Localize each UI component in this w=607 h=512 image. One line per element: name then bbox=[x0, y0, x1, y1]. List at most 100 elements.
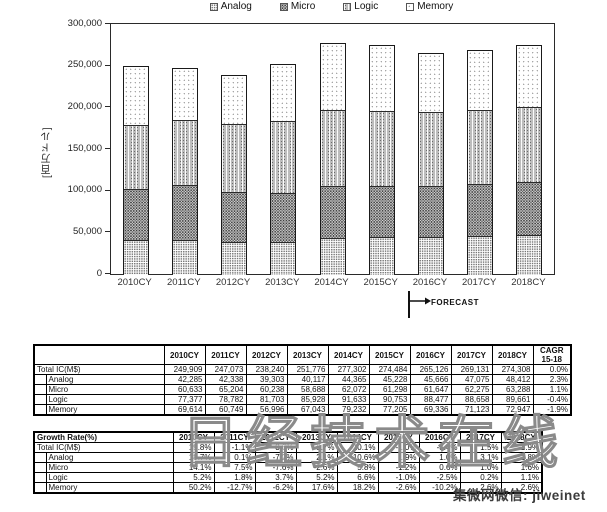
value-cell: 1.0% bbox=[459, 462, 502, 473]
bar-segment-logic bbox=[517, 107, 542, 182]
value-cell: 42,285 bbox=[163, 374, 206, 385]
value-cell: -1.0% bbox=[377, 442, 420, 453]
indent-cell bbox=[33, 472, 47, 483]
table-row: Total IC(M$) 19.8% -1.1% -3.6% 5.7% 10.1% -1.0… bbox=[33, 442, 543, 453]
value-cell: 1.9% bbox=[500, 442, 543, 453]
indent-cell bbox=[33, 374, 47, 385]
value-cell: 47,075 bbox=[450, 374, 493, 385]
table-row: Micro 14.1% 7.5% -7.6% -2.6% 5.8% -1.2% 0.6% 1.0… bbox=[33, 462, 543, 473]
column-header: 2011CY bbox=[213, 431, 256, 443]
column-header: 2017CY bbox=[450, 344, 493, 365]
value-cell: -3.4% bbox=[418, 442, 461, 453]
bar-segment-memory bbox=[320, 43, 345, 110]
row-label: Memory bbox=[45, 404, 165, 416]
value-cell: -3.6% bbox=[254, 442, 297, 453]
value-cell: 62,072 bbox=[327, 384, 370, 395]
row-label: Total IC(M$) bbox=[33, 364, 165, 375]
value-cell: 2.3% bbox=[532, 374, 572, 385]
value-cell: 1.6% bbox=[500, 462, 543, 473]
indent-cell bbox=[33, 394, 47, 405]
bar-segment-logic bbox=[418, 111, 443, 186]
bar-segment-logic bbox=[369, 110, 394, 187]
column-header: 2016CY bbox=[418, 431, 461, 443]
y-tick-mark bbox=[105, 148, 110, 149]
forecast-arrow-icon bbox=[408, 291, 431, 318]
value-cell: 60,238 bbox=[245, 384, 288, 395]
bar-segment-micro bbox=[271, 192, 296, 242]
value-cell: 10.6% bbox=[336, 452, 379, 463]
bar-segment-analog bbox=[517, 234, 542, 275]
value-cell: 42,338 bbox=[204, 374, 247, 385]
bottom-right-watermark: 集微网微信: jiweinet bbox=[453, 488, 586, 503]
table-row: Logic 77,377 78,782 81,703 85,928 91,633 90,75… bbox=[33, 394, 572, 405]
growth-rate-table: Growth Rate(%) 2010CY 2011CY 2012CY 2013CY 20… bbox=[33, 431, 543, 494]
column-header: CAGR 15-18 bbox=[532, 344, 572, 365]
value-cell: 6.6% bbox=[336, 472, 379, 483]
y-tick-mark bbox=[105, 231, 110, 233]
value-cell: 14.1% bbox=[172, 462, 215, 473]
value-cell: 1.8% bbox=[213, 472, 256, 483]
value-cell: 79,232 bbox=[327, 404, 370, 416]
stacked-bar bbox=[270, 64, 297, 275]
y-tick-label: 150,000 bbox=[67, 142, 102, 154]
legend-item-memory: Memory bbox=[406, 1, 453, 12]
value-cell: 60,633 bbox=[163, 384, 206, 395]
logic-swatch-icon bbox=[343, 2, 352, 11]
bar-segment-logic bbox=[222, 123, 247, 193]
bar-segment-logic bbox=[123, 124, 148, 190]
column-header: 2016CY bbox=[409, 344, 452, 365]
value-cell: 90,753 bbox=[368, 394, 411, 405]
value-cell: -12.7% bbox=[213, 482, 256, 494]
value-cell: -0.4% bbox=[532, 394, 572, 405]
column-header: 2017CY bbox=[459, 431, 502, 443]
legend-item-logic: Logic bbox=[343, 1, 378, 12]
value-cell: 0.0% bbox=[532, 364, 572, 375]
value-cell: -2.5% bbox=[418, 472, 461, 483]
legend-label: Memory bbox=[417, 1, 454, 12]
table-title-cell bbox=[33, 344, 165, 365]
bar-segment-analog bbox=[369, 237, 394, 275]
row-label: Logic bbox=[45, 472, 174, 483]
table-row: Memory 69,614 60,749 56,996 67,043 79,232 77,2… bbox=[33, 404, 572, 416]
bar-segment-logic bbox=[468, 110, 493, 184]
stacked-bar bbox=[221, 75, 248, 275]
y-tick-mark bbox=[105, 23, 110, 24]
indent-cell bbox=[33, 452, 47, 463]
value-cell: 67,043 bbox=[286, 404, 329, 416]
row-label: Logic bbox=[45, 394, 165, 405]
forecast-label: FORECAST bbox=[431, 298, 479, 307]
value-cell: 17.6% bbox=[295, 482, 338, 494]
value-cell: 1.9% bbox=[377, 452, 420, 463]
bar-segment-memory bbox=[418, 54, 443, 112]
x-tick-label: 2010CY bbox=[117, 277, 152, 288]
legend-label: Micro bbox=[290, 1, 316, 12]
stacked-bar bbox=[417, 53, 444, 275]
value-cell: 274,308 bbox=[491, 364, 534, 375]
table-row: Total IC(M$) 249,909 247,073 238,240 251,776… bbox=[33, 364, 572, 375]
bar-segment-analog bbox=[222, 242, 247, 275]
stacked-bar bbox=[368, 45, 395, 275]
value-cell: 274,484 bbox=[368, 364, 411, 375]
y-tick-mark bbox=[105, 64, 110, 66]
column-header: 2013CY bbox=[295, 431, 338, 443]
x-tick-label: 2017CY bbox=[461, 277, 497, 288]
bar-segment-analog bbox=[468, 235, 493, 275]
value-cell: 0.1% bbox=[213, 452, 256, 463]
value-cell: 88,477 bbox=[409, 394, 452, 405]
value-cell: 77,377 bbox=[163, 394, 206, 405]
indent-cell bbox=[33, 384, 47, 395]
legend-item-micro: Micro bbox=[279, 1, 316, 12]
value-cell: -1.0% bbox=[377, 472, 420, 483]
memory-swatch-icon bbox=[406, 2, 415, 11]
bar-segment-memory bbox=[517, 46, 542, 108]
legend-label: Analog bbox=[220, 1, 252, 12]
value-cell: 69,336 bbox=[409, 404, 452, 416]
column-header: 2014CY bbox=[336, 431, 379, 443]
value-cell: 69,614 bbox=[163, 404, 206, 416]
value-cell: 71,123 bbox=[450, 404, 493, 416]
x-tick-label: 2018CY bbox=[511, 277, 546, 288]
value-cell: 5.7% bbox=[295, 442, 338, 453]
bar-segment-micro bbox=[222, 192, 247, 243]
legend-item-analog: Analog bbox=[209, 1, 252, 12]
